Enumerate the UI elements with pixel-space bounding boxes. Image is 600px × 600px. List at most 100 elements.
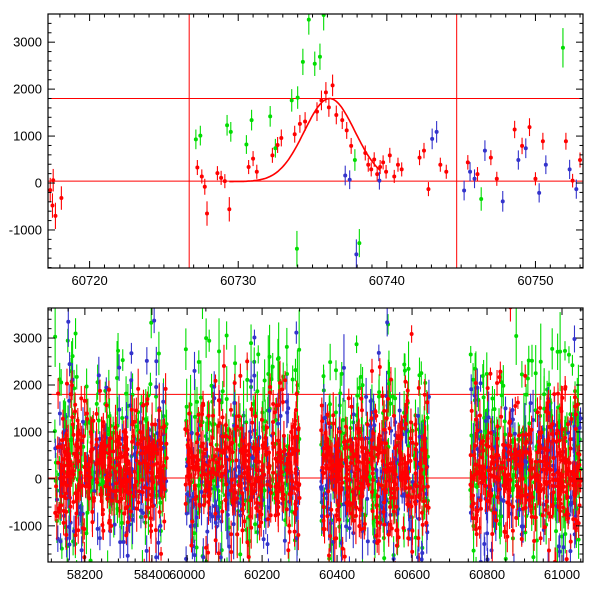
data-point xyxy=(537,190,542,195)
data-point xyxy=(568,495,573,500)
data-point xyxy=(199,444,204,449)
data-point xyxy=(100,456,105,461)
plot-frame xyxy=(47,13,584,269)
data-point xyxy=(57,444,62,449)
data-point xyxy=(150,422,155,427)
data-point xyxy=(421,148,426,153)
data-point xyxy=(416,536,421,541)
data-point xyxy=(270,153,275,158)
data-point xyxy=(244,420,249,425)
data-point xyxy=(563,531,568,536)
data-point xyxy=(164,441,169,446)
data-point xyxy=(279,135,284,140)
data-point xyxy=(337,517,342,522)
data-point xyxy=(488,155,493,160)
data-point xyxy=(227,207,232,212)
data-point xyxy=(211,478,216,483)
data-point xyxy=(117,407,122,412)
data-point xyxy=(229,477,234,482)
data-point xyxy=(203,447,208,452)
data-point xyxy=(279,470,284,475)
data-point xyxy=(375,520,380,525)
data-point xyxy=(255,500,260,505)
data-point xyxy=(195,465,200,470)
data-point xyxy=(213,378,218,383)
data-point xyxy=(163,386,168,391)
data-point xyxy=(293,434,298,439)
data-point xyxy=(48,188,53,193)
data-point xyxy=(232,400,237,405)
data-point xyxy=(229,550,234,555)
data-point xyxy=(105,496,110,501)
data-point xyxy=(327,402,332,407)
data-point xyxy=(571,437,576,442)
data-point xyxy=(94,442,99,447)
data-point xyxy=(365,422,370,427)
data-point xyxy=(82,398,87,403)
data-point xyxy=(343,173,348,178)
data-point xyxy=(329,507,334,512)
data-point xyxy=(365,539,370,544)
data-point xyxy=(227,457,232,462)
data-point xyxy=(284,507,289,512)
data-point xyxy=(266,465,271,470)
data-point xyxy=(273,146,278,151)
data-point xyxy=(276,481,281,486)
data-point xyxy=(503,406,508,411)
data-point xyxy=(73,331,78,336)
data-point xyxy=(482,542,487,547)
data-point xyxy=(339,487,344,492)
data-point xyxy=(273,513,278,518)
data-point xyxy=(64,483,69,488)
data-point xyxy=(391,413,396,418)
data-point xyxy=(158,480,163,485)
data-point xyxy=(340,118,345,123)
x-tick-label: 60720 xyxy=(72,273,108,288)
data-point xyxy=(319,403,324,408)
data-point xyxy=(388,505,393,510)
data-point xyxy=(407,485,412,490)
data-point xyxy=(64,509,69,514)
data-point xyxy=(275,357,280,362)
data-point xyxy=(333,368,338,373)
data-point xyxy=(468,510,473,515)
data-point xyxy=(336,503,341,508)
data-point xyxy=(423,448,428,453)
axis-ticks: 60720 60730 60740 60750 -1000 0 1000 2000 3000 xyxy=(9,13,583,288)
data-point xyxy=(369,167,374,172)
data-point xyxy=(95,458,100,463)
data-point xyxy=(100,523,105,528)
data-point xyxy=(152,446,157,451)
data-point xyxy=(257,435,262,440)
data-point xyxy=(561,545,566,550)
data-point xyxy=(209,475,214,480)
data-point xyxy=(359,396,364,401)
data-point xyxy=(193,137,198,142)
data-point xyxy=(368,399,373,404)
data-point xyxy=(248,498,253,503)
data-point xyxy=(276,500,281,505)
data-point xyxy=(330,83,335,88)
data-point xyxy=(376,350,381,355)
data-point xyxy=(123,430,128,435)
data-point xyxy=(220,389,225,394)
data-point xyxy=(53,213,58,218)
data-point xyxy=(340,546,345,551)
full-range-panel-plot-area xyxy=(48,308,583,562)
data-point xyxy=(403,421,408,426)
data-point xyxy=(326,105,331,110)
data-point xyxy=(196,359,201,364)
data-point xyxy=(125,520,130,525)
data-point xyxy=(216,424,221,429)
data-point xyxy=(141,511,146,516)
data-point xyxy=(403,379,408,384)
data-point xyxy=(485,531,490,536)
data-point xyxy=(67,463,72,468)
data-point xyxy=(113,425,118,430)
data-point xyxy=(353,436,358,441)
data-point xyxy=(63,437,68,442)
data-point xyxy=(520,143,525,148)
data-point xyxy=(208,442,213,447)
data-point xyxy=(73,454,78,459)
data-point xyxy=(343,475,348,480)
